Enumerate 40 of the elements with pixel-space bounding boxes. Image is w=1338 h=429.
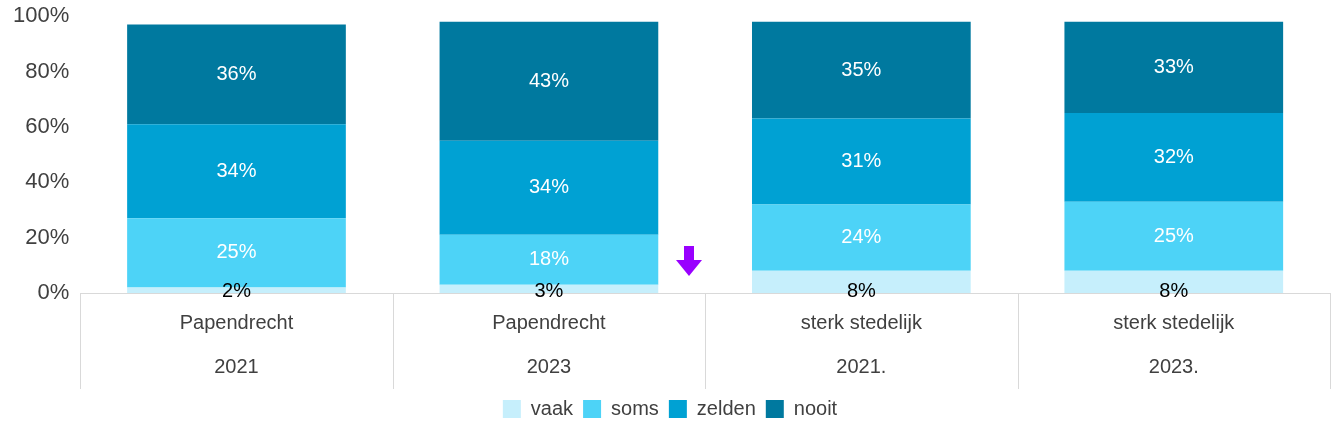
data-label: 3% xyxy=(534,278,564,301)
bar xyxy=(1064,21,1284,114)
data-label: 2% xyxy=(222,278,252,301)
data-label: 24% xyxy=(841,225,882,248)
x-tick-label: Papendrecht 2021 xyxy=(179,310,294,377)
bar xyxy=(752,21,971,119)
y-tick-label: 80% xyxy=(25,57,70,83)
data-label: 36% xyxy=(216,61,257,84)
data-label: 34% xyxy=(528,175,570,198)
bar xyxy=(439,234,659,285)
legend-label: nooit xyxy=(793,396,838,419)
bar xyxy=(1064,113,1284,202)
legend-label: soms xyxy=(611,396,659,419)
bar xyxy=(1064,201,1284,271)
y-tick-label: 20% xyxy=(25,223,70,249)
data-label: 32% xyxy=(1153,144,1195,167)
data-label: 35% xyxy=(841,57,882,80)
y-tick-label: 0% xyxy=(37,279,70,305)
legend-label: vaak xyxy=(530,396,575,419)
y-tick-label: 40% xyxy=(25,168,70,194)
legend-label: zelden xyxy=(696,396,756,419)
data-label: 25% xyxy=(1153,223,1195,246)
data-label: 31% xyxy=(841,149,882,172)
bar xyxy=(127,24,346,125)
x-tick-label: sterk stedelijk 2021. xyxy=(800,310,923,377)
data-label: 8% xyxy=(1159,278,1189,301)
x-tick-label: sterk stedelijk 2023. xyxy=(1113,310,1236,377)
data-label: 34% xyxy=(216,158,257,181)
data-label: 43% xyxy=(528,68,570,91)
data-label: 18% xyxy=(528,247,570,270)
bar xyxy=(752,204,971,271)
bar xyxy=(439,140,659,235)
data-label: 8% xyxy=(846,278,877,301)
bar xyxy=(439,21,659,141)
y-tick-label: 60% xyxy=(25,112,70,138)
bar xyxy=(752,118,971,205)
data-label: 33% xyxy=(1153,54,1195,77)
bar xyxy=(127,124,346,219)
y-tick-label: 100% xyxy=(12,2,70,28)
data-label: 25% xyxy=(216,240,257,263)
